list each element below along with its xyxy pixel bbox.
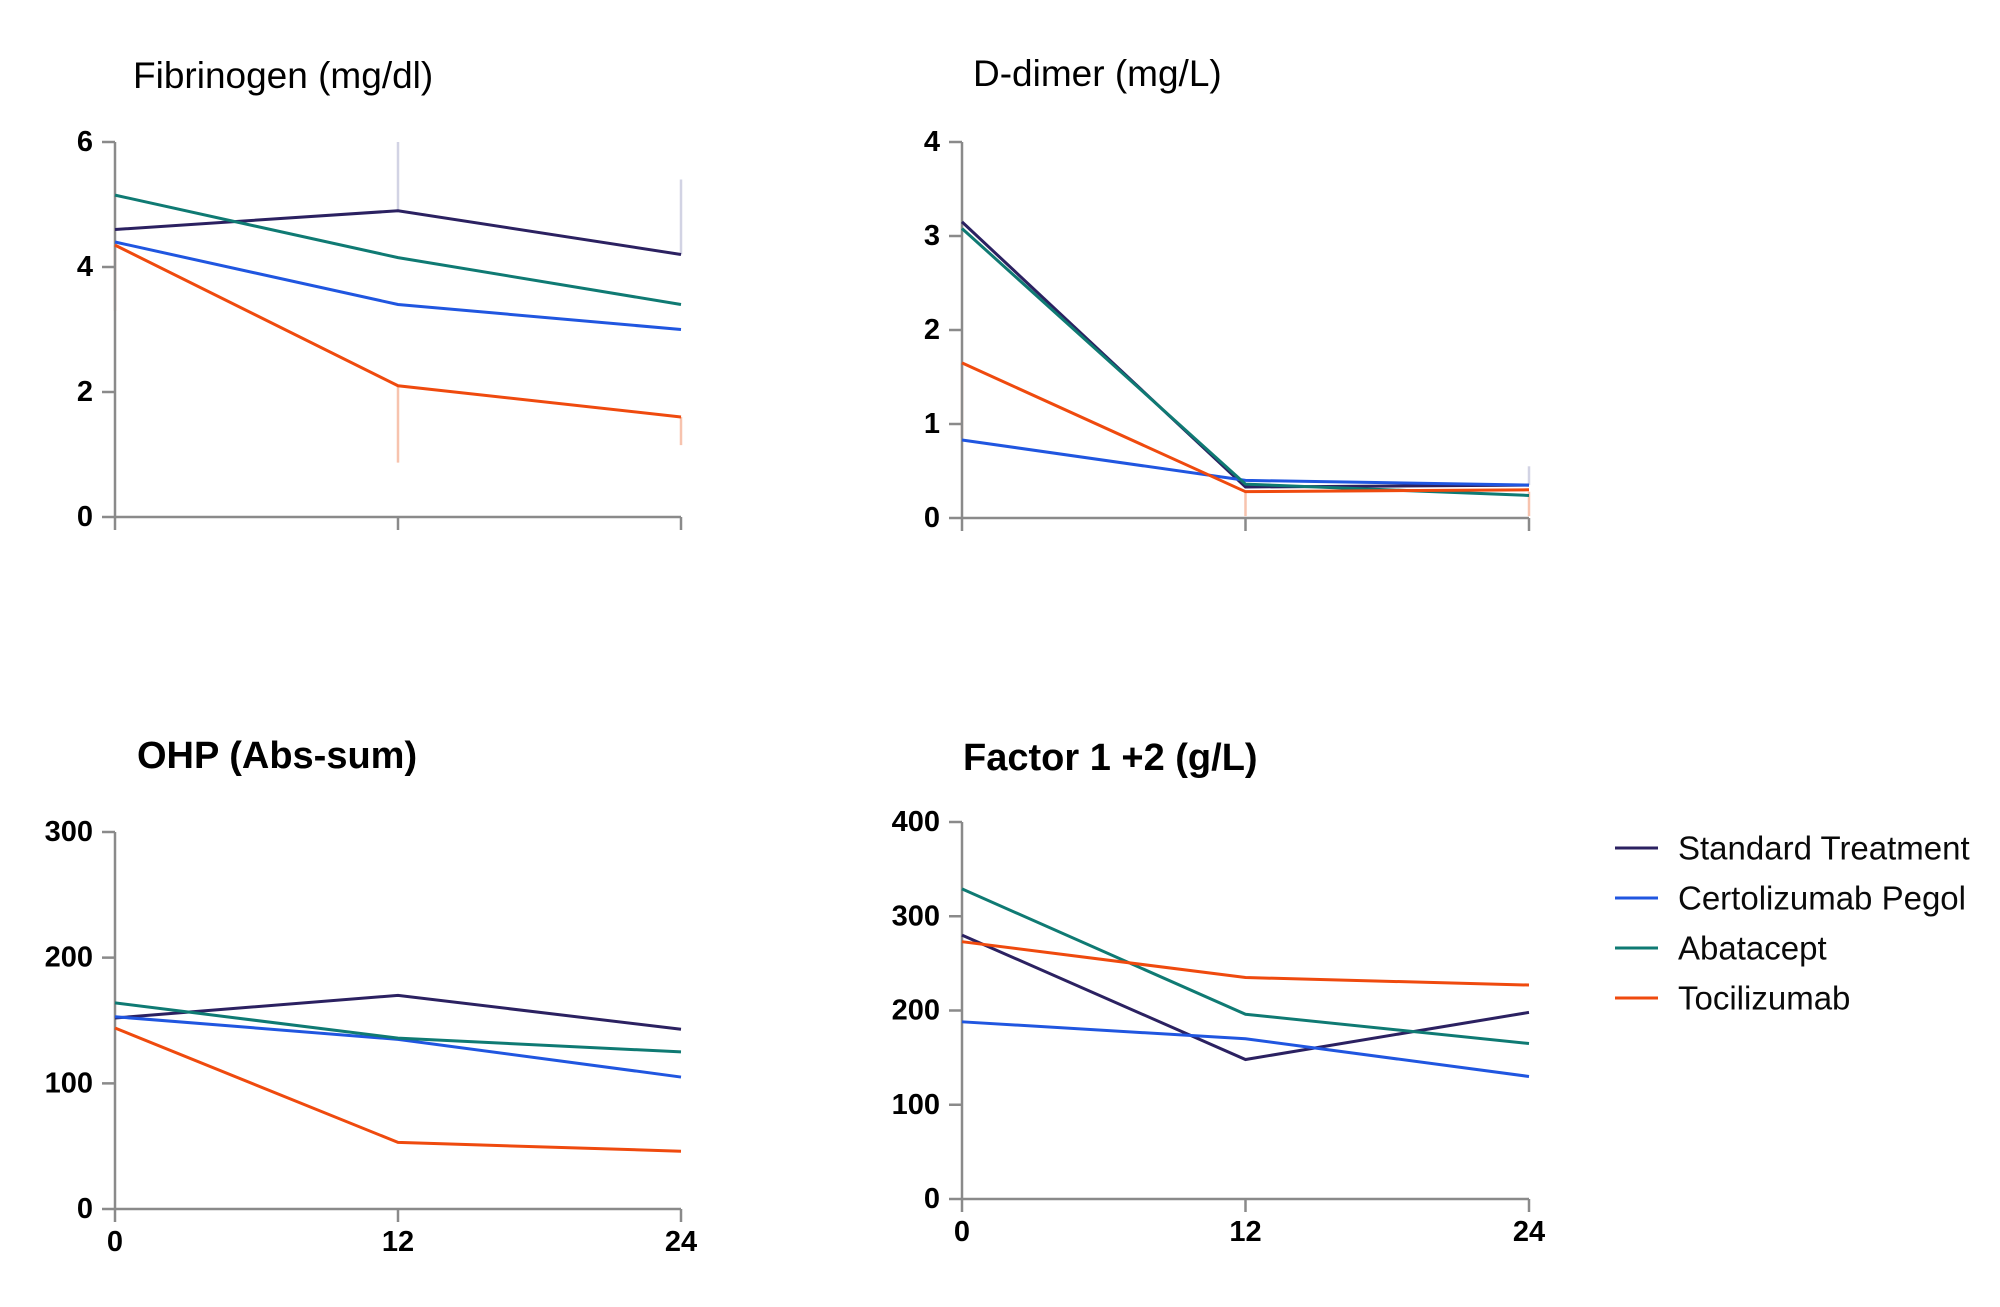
chart-title-fibrinogen: Fibrinogen (mg/dl) [133,55,433,96]
y-tick-label: 2 [77,376,93,408]
chart-ohp-panel: 0 100 200 300 0 12 24 [45,816,698,1258]
legend: Standard Treatment Certolizumab Pegol Ab… [1615,830,1970,1017]
y-tick-label: 400 [892,806,940,838]
series-line-abatacept [114,1001,682,1054]
y-tick-label: 6 [77,126,93,158]
series-line-tocilizumab [961,361,1530,494]
y-tick-label: 0 [77,1193,93,1225]
axis [102,140,683,530]
chart-ddimer-panel: 0 1 2 3 4 [924,126,1531,534]
axis [102,830,683,1222]
chart-factor-panel: 0 100 200 300 400 0 12 24 [892,806,1546,1248]
series-line-tocilizumab [961,940,1530,987]
series-line-abatacept [114,193,682,306]
legend-label-abatacept: Abatacept [1678,930,1827,967]
y-tick-label: 4 [924,126,940,158]
y-tick-label: 4 [77,251,93,283]
legend-item-tocilizumab: Tocilizumab [1615,980,1850,1017]
series-line-standard-treatment [960,220,1530,489]
chart-title-factor: Factor 1 +2 (g/L) [963,737,1258,779]
x-tick-label: 12 [382,1226,414,1258]
y-tick-label: 3 [924,220,940,252]
series-line-certolizumab-pegol [961,438,1530,487]
series-line-abatacept [961,887,1530,1045]
y-tick-label: 300 [45,816,93,848]
axis [949,820,1531,1212]
legend-label-tocilizumab: Tocilizumab [1678,980,1850,1017]
x-tick-label: 24 [1513,1216,1545,1248]
legend-label-certolizumab-pegol: Certolizumab Pegol [1678,880,1966,917]
x-tick-label: 0 [107,1226,123,1258]
y-tick-label: 2 [924,314,940,346]
y-tick-label: 1 [924,408,940,440]
legend-item-abatacept: Abatacept [1615,930,1827,967]
series-line-tocilizumab [114,1026,682,1153]
y-tick-label: 300 [892,900,940,932]
series-line-certolizumab-pegol [961,1020,1530,1078]
series-line-standard-treatment [114,209,682,256]
axis [949,140,1531,531]
series-line-abatacept [960,227,1530,497]
x-tick-label: 12 [1229,1216,1261,1248]
chart-title-ohp: OHP (Abs-sum) [137,735,417,777]
x-tick-label: 0 [954,1216,970,1248]
series-line-certolizumab-pegol [114,240,682,331]
y-tick-label: 0 [77,501,93,533]
y-tick-label: 200 [45,942,93,974]
y-tick-label: 0 [924,502,940,534]
x-tick-label: 24 [665,1226,697,1258]
chart-title-ddimer: D-dimer (mg/L) [973,53,1222,94]
y-tick-label: 0 [924,1183,940,1215]
y-tick-label: 200 [892,995,940,1027]
legend-item-standard-treatment: Standard Treatment [1615,830,1970,867]
y-tick-label: 100 [45,1067,93,1099]
legend-item-certolizumab-pegol: Certolizumab Pegol [1615,880,1966,917]
series-line-tocilizumab [114,243,682,419]
series-line-standard-treatment [114,993,682,1031]
legend-label-standard-treatment: Standard Treatment [1678,830,1970,867]
y-tick-label: 100 [892,1089,940,1121]
series-line-standard-treatment [961,933,1530,1062]
chart-fibrinogen-panel: 0 2 4 6 [77,126,683,533]
